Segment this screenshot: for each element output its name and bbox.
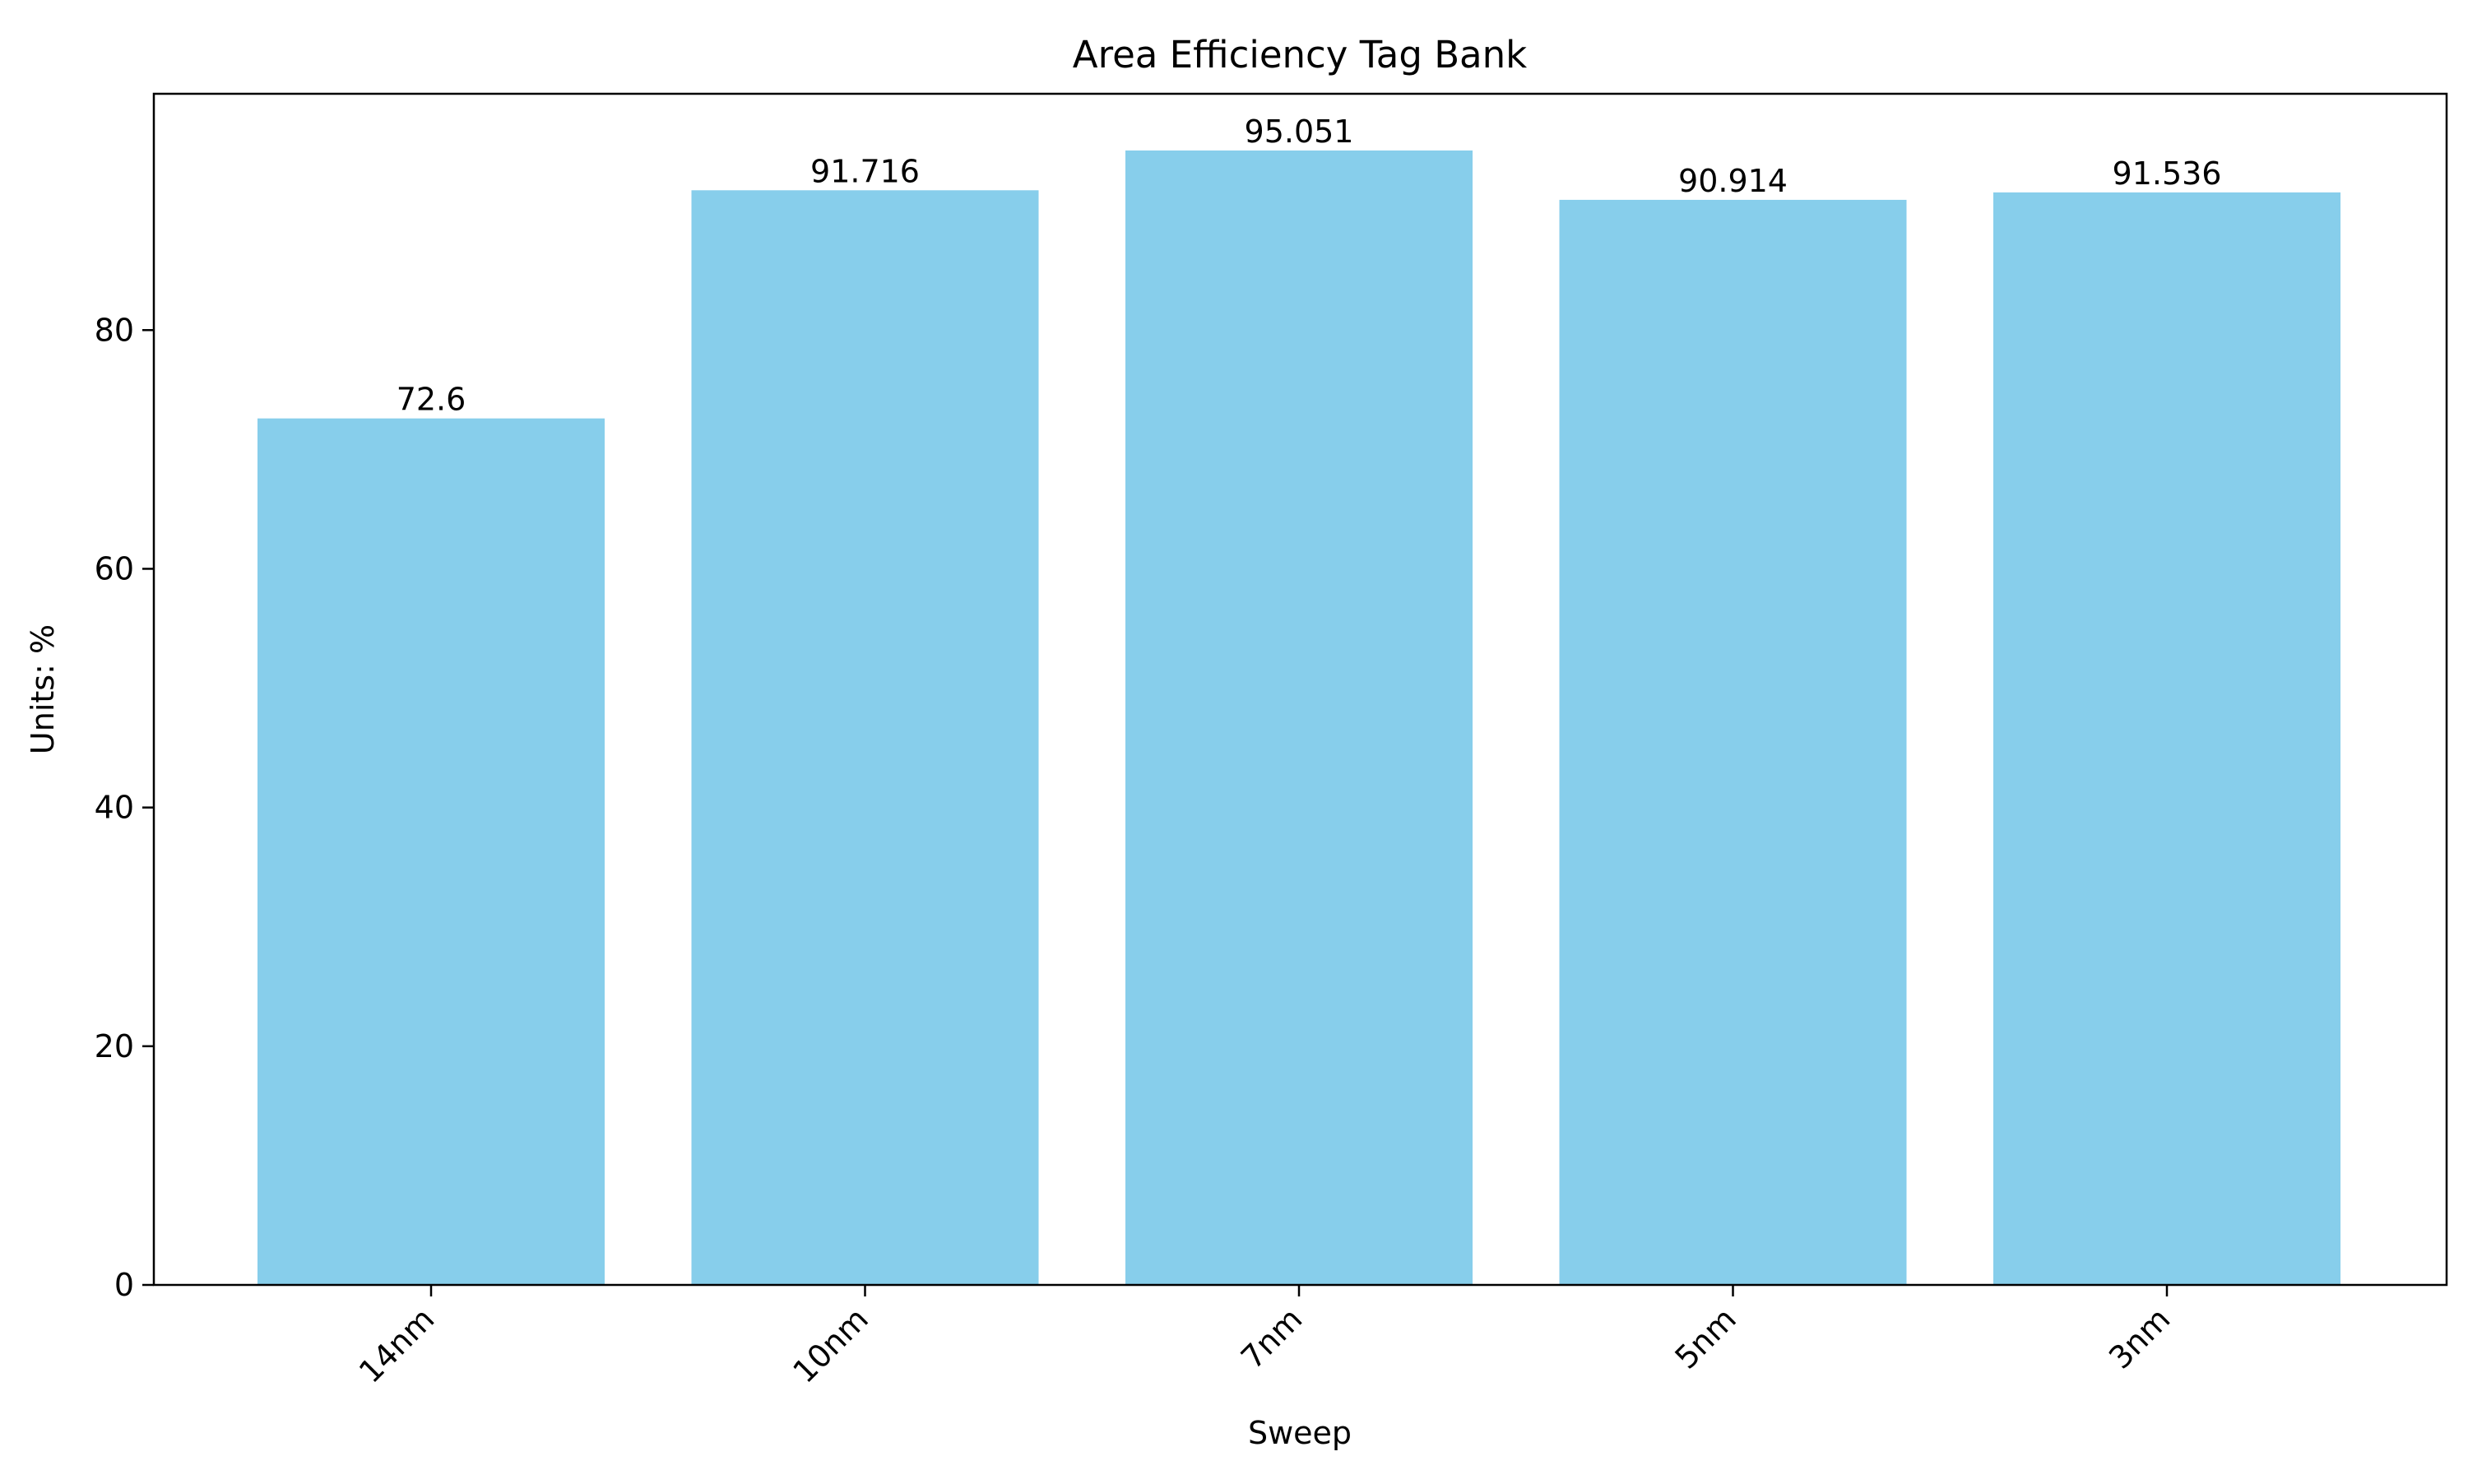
- plot-area-frame: [152, 92, 2448, 1287]
- y-tick-label: 20: [95, 1028, 134, 1064]
- y-axis-ticks: 0 20 40 60 80: [95, 312, 154, 1303]
- y-tick-label: 0: [114, 1267, 134, 1303]
- y-tick-label: 60: [95, 550, 134, 587]
- bar-value-label: 91.716: [810, 153, 920, 189]
- bar-value-label: 90.914: [1678, 163, 1788, 199]
- bar-value-label: 95.051: [1245, 114, 1354, 150]
- x-axis-label: Sweep: [1248, 1415, 1352, 1451]
- bar-5nm: [1559, 199, 1907, 1286]
- bar-value-label: 72.6: [397, 382, 466, 418]
- y-axis-label: Units: %: [25, 624, 61, 754]
- bar-value-label: 91.536: [2113, 155, 2222, 192]
- bar-14nm: [257, 418, 605, 1286]
- bar-3nm: [1993, 192, 2340, 1285]
- value-labels-layer: 72.6 91.716 95.051 90.914 91.536: [397, 114, 2222, 418]
- y-tick-label: 80: [95, 312, 134, 348]
- bar-10nm: [691, 190, 1039, 1286]
- bars-layer: [257, 150, 2340, 1286]
- bar-7nm: [1125, 150, 1473, 1285]
- y-tick-label: 40: [95, 790, 134, 826]
- chart-title: Area Efficiency Tag Bank: [1073, 33, 1527, 77]
